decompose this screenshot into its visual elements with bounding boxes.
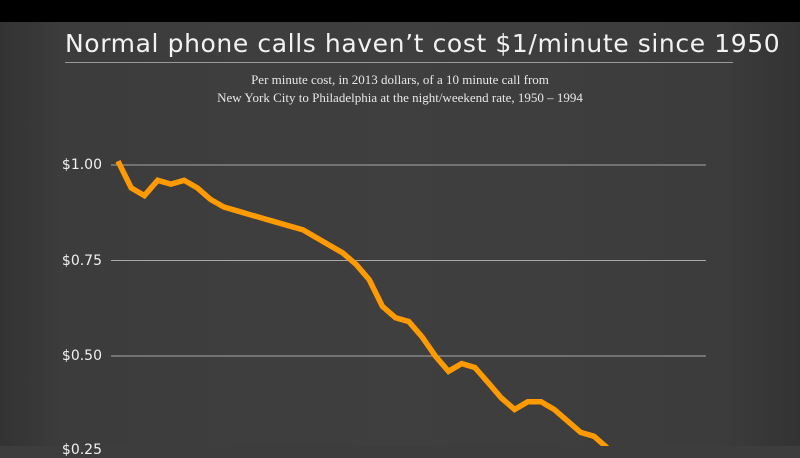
subtitle-line-1: Per minute cost, in 2013 dollars, of a 1…: [251, 72, 549, 87]
top-black-bar: [0, 0, 800, 22]
chart-subtitle: Per minute cost, in 2013 dollars, of a 1…: [0, 71, 800, 107]
plot-area: [111, 159, 706, 446]
cost-line: [115, 159, 609, 446]
chart-title: Normal phone calls haven’t cost $1/minut…: [65, 29, 781, 58]
y-tick-label-0.75: $0.75: [61, 253, 102, 269]
chart-background: [0, 22, 800, 446]
y-tick-label-0.50: $0.50: [61, 348, 102, 364]
y-tick-label-1.00: $1.00: [61, 157, 102, 173]
subtitle-line-2: New York City to Philadelphia at the nig…: [217, 90, 583, 105]
title-underline: [65, 62, 733, 63]
gridlines: [111, 164, 706, 357]
